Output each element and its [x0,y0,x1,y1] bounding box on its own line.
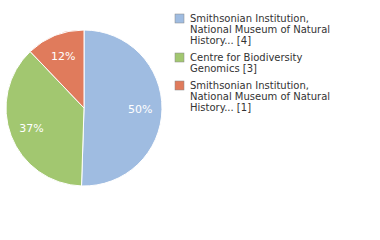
legend-label: Smithsonian Institution,National Museum … [190,13,330,46]
pie-slice [30,30,84,108]
legend-label: Centre for BiodiversityGenomics [3] [190,52,303,74]
legend-label-line: National Museum of Natural [190,91,330,102]
legend-swatch [175,14,184,23]
legend: Smithsonian Institution,National Museum … [175,13,330,113]
legend-label-line: Genomics [3] [190,63,257,74]
legend-label-line: Smithsonian Institution, [190,13,309,24]
pie: 50% 37% 12% [6,30,162,186]
legend-label-line: History... [1] [190,102,251,113]
legend-label-line: History... [4] [190,35,251,46]
data-label: 37% [19,122,43,135]
legend-label-line: National Museum of Natural [190,24,330,35]
chart: 50%37%12%Smithsonian Institution,Nationa… [0,0,380,240]
data-label: 12% [51,50,75,63]
data-label: 50% [128,103,152,116]
legend-label-line: Centre for Biodiversity [190,52,303,63]
legend-label-line: Smithsonian Institution, [190,80,309,91]
pie-slice [82,30,162,186]
legend-swatch [175,81,184,90]
legend-label: Smithsonian Institution,National Museum … [190,80,330,113]
legend-swatch [175,53,184,62]
